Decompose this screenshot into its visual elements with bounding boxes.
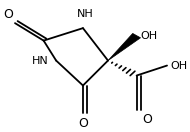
Text: HN: HN [32, 56, 49, 66]
Text: OH: OH [171, 61, 188, 70]
Polygon shape [108, 33, 141, 61]
Text: O: O [78, 117, 88, 130]
Text: O: O [3, 8, 13, 21]
Text: NH: NH [76, 9, 93, 19]
Text: OH: OH [140, 31, 157, 41]
Text: O: O [142, 113, 152, 126]
